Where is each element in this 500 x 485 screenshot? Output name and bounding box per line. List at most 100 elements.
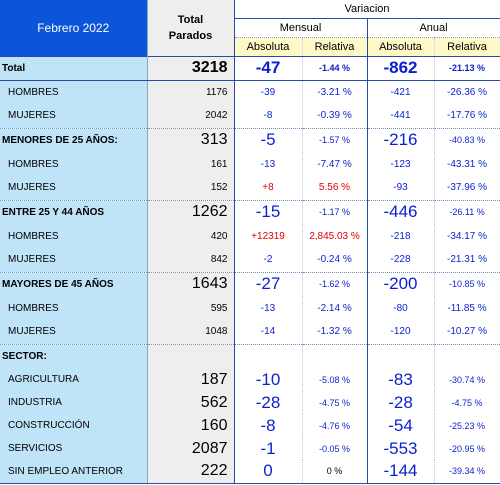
row-label: Total	[0, 55, 147, 81]
table-row-hombres: HOMBRES 1176 -39 -3.21 % -421 -26.36 %	[0, 80, 500, 104]
anual-relativa: -21.31 %	[433, 248, 500, 272]
mensual-relativa: -5.08 %	[301, 368, 367, 391]
table-row-sector: SECTOR:	[0, 343, 500, 368]
row-label: MUJERES	[0, 248, 147, 272]
row-label: AGRICULTURA	[0, 368, 147, 391]
anual-relativa: -40.83 %	[433, 127, 500, 152]
total-parados: 313	[146, 127, 234, 152]
mensual-relativa: -1.62 %	[301, 271, 367, 296]
mensual-relativa: -7.47 %	[301, 152, 367, 176]
anual-relativa: -20.95 %	[433, 437, 500, 460]
anual-absoluta-empty	[366, 343, 434, 368]
table-row-mayores-hombres: HOMBRES 595 -13 -2.14 % -80 -11.85 %	[0, 296, 500, 320]
anual-relativa: -30.74 %	[433, 368, 500, 391]
mensual-relativa: -1.44 %	[301, 55, 367, 81]
row-label: HOMBRES	[0, 296, 147, 320]
mensual-relativa: 0 %	[301, 460, 367, 484]
mensual-absoluta: -8	[233, 414, 302, 437]
mensual-relativa: 5.56 %	[301, 176, 367, 200]
mensual-absoluta: -13	[233, 296, 302, 320]
header-row-2: Mensual Anual	[0, 18, 500, 38]
table-row-menores-mujeres: MUJERES 152 +8 5.56 % -93 -37.96 %	[0, 176, 500, 200]
mensual-relativa: -1.32 %	[301, 320, 367, 344]
anual-absoluta: -83	[366, 368, 434, 391]
mensual-absoluta: -47	[233, 55, 302, 81]
variacion-header: Variacion	[233, 0, 500, 19]
header-row-3: Absoluta Relativa Absoluta Relativa	[0, 37, 500, 56]
anual-absoluta: -228	[366, 248, 434, 272]
table-row-servicios: SERVICIOS 2087 -1 -0.05 % -553 -20.95 %	[0, 437, 500, 460]
anual-absoluta: -123	[366, 152, 434, 176]
row-label: MUJERES	[0, 104, 147, 128]
total-parados: 1262	[146, 199, 234, 224]
total-parados: 595	[146, 296, 234, 320]
table-title: Febrero 2022	[0, 0, 147, 56]
total-parados: 3218	[146, 55, 234, 81]
anual-relativa: -10.85 %	[433, 271, 500, 296]
anual-relativa: -26.11 %	[433, 199, 500, 224]
table-row-industria: INDUSTRIA 562 -28 -4.75 % -28 -4.75 %	[0, 391, 500, 414]
anual-header: Anual	[366, 18, 500, 38]
mensual-absoluta: -14	[233, 320, 302, 344]
anual-relativa: -11.85 %	[433, 296, 500, 320]
table-row-mujeres: MUJERES 2042 -8 -0.39 % -441 -17.76 %	[0, 104, 500, 128]
anual-absoluta: -218	[366, 224, 434, 248]
row-label: SECTOR:	[0, 343, 147, 368]
mensual-absoluta-header: Absoluta	[233, 37, 302, 56]
row-label: HOMBRES	[0, 152, 147, 176]
row-label: INDUSTRIA	[0, 391, 147, 414]
total-parados: 2087	[146, 437, 234, 460]
total-header-line1: Total	[177, 13, 204, 26]
mensual-absoluta: -15	[233, 199, 302, 224]
mensual-absoluta: +12319	[233, 224, 302, 248]
total-parados: 420	[146, 224, 234, 248]
total-parados-header: Total Parados	[146, 0, 234, 56]
anual-absoluta: -200	[366, 271, 434, 296]
anual-absoluta: -93	[366, 176, 434, 200]
total-parados: 160	[146, 414, 234, 437]
mensual-relativa: -4.75 %	[301, 391, 367, 414]
anual-absoluta: -862	[366, 55, 434, 81]
table-row-entre-mujeres: MUJERES 842 -2 -0.24 % -228 -21.31 %	[0, 248, 500, 272]
mensual-relativa: -1.17 %	[301, 199, 367, 224]
anual-absoluta: -441	[366, 104, 434, 128]
anual-relativa: -43.31 %	[433, 152, 500, 176]
anual-absoluta: -553	[366, 437, 434, 460]
row-label: MUJERES	[0, 176, 147, 200]
mensual-absoluta: +8	[233, 176, 302, 200]
anual-absoluta: -216	[366, 127, 434, 152]
mensual-relativa: -1.57 %	[301, 127, 367, 152]
total-parados: 1176	[146, 80, 234, 104]
table-row-menores-hombres: HOMBRES 161 -13 -7.47 % -123 -43.31 %	[0, 152, 500, 176]
anual-absoluta: -54	[366, 414, 434, 437]
anual-relativa: -37.96 %	[433, 176, 500, 200]
table-row-mayores-45: MAYORES DE 45 AÑOS 1643 -27 -1.62 % -200…	[0, 271, 500, 296]
anual-relativa: -26.36 %	[433, 80, 500, 104]
row-label: MENORES DE 25 AÑOS:	[0, 127, 147, 152]
table-row-sin-empleo: SIN EMPLEO ANTERIOR 222 0 0 % -144 -39.3…	[0, 460, 500, 484]
anual-absoluta: -120	[366, 320, 434, 344]
row-label: MUJERES	[0, 320, 147, 344]
total-parados: 152	[146, 176, 234, 200]
mensual-relativa: -2.14 %	[301, 296, 367, 320]
total-parados-empty	[146, 343, 234, 368]
total-parados: 222	[146, 460, 234, 484]
mensual-absoluta: -27	[233, 271, 302, 296]
mensual-absoluta: -1	[233, 437, 302, 460]
total-parados: 562	[146, 391, 234, 414]
table-row-menores-25: MENORES DE 25 AÑOS: 313 -5 -1.57 % -216 …	[0, 127, 500, 152]
mensual-relativa-empty	[301, 343, 367, 368]
mensual-relativa-header: Relativa	[301, 37, 367, 56]
header-row-1: Febrero 2022 Total Parados Variacion	[0, 0, 500, 56]
total-parados: 2042	[146, 104, 234, 128]
table-row-entre-25-44: ENTRE 25 Y 44 AÑOS 1262 -15 -1.17 % -446…	[0, 199, 500, 224]
anual-absoluta: -144	[366, 460, 434, 484]
anual-absoluta: -28	[366, 391, 434, 414]
anual-relativa: -21.13 %	[433, 55, 500, 81]
mensual-relativa: -0.39 %	[301, 104, 367, 128]
anual-absoluta-header: Absoluta	[366, 37, 434, 56]
mensual-absoluta: -13	[233, 152, 302, 176]
anual-relativa: -10.27 %	[433, 320, 500, 344]
total-parados: 161	[146, 152, 234, 176]
